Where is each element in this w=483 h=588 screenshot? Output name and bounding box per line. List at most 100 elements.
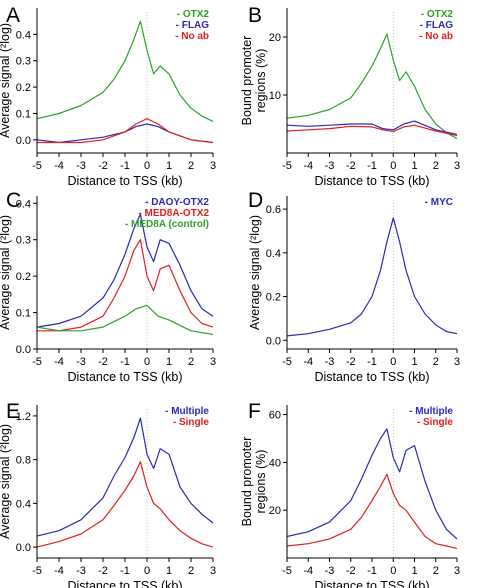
panel-c: C -5 -4 -3 -2 -1 0 1 2 3 0.0 0.1 0.2 0.3 0.4 Distance t… [0,189,216,384]
panel-label: E [6,400,20,423]
x-tick-label: -2 [98,356,108,368]
x-tick-label: 2 [188,565,194,577]
legend-entry: - MED8A (control) [125,219,209,230]
y-axis-label: Average signal (²log) [0,215,12,330]
x-axis-label: Distance to TSS (kb) [314,370,429,384]
y-tick-label: 0.0 [266,335,281,347]
x-tick-label: 1 [166,160,172,172]
x-tick-label: 0 [144,565,150,577]
legend-entry: - Multiple [165,406,209,417]
series-line-no-ab [37,118,214,144]
y-tick-label: 10 [269,90,281,102]
series-line-multiple [286,428,458,540]
x-tick-label: 3 [454,356,460,368]
y-axis-label: regions (%) [254,49,268,113]
x-tick-label: 0 [144,160,150,172]
legend-entry: - Single [173,417,210,428]
x-tick-label: -2 [346,160,356,172]
x-tick-label: -2 [98,565,108,577]
x-tick-label: 0 [144,356,150,368]
legend-entry: - MED8A-OTX2 [138,208,209,219]
x-tick-label: -5 [32,160,42,172]
x-tick-label: -3 [76,565,86,577]
panel-label: C [6,189,21,212]
x-tick-label: -5 [32,565,42,577]
legend-entry: - FLAG [420,20,454,31]
x-tick-label: 0 [390,356,396,368]
x-tick-label: 1 [166,356,172,368]
y-axis-label: Bound promoter [240,36,254,126]
x-tick-label: -2 [98,160,108,172]
x-tick-label: -4 [54,356,64,368]
y-tick-label: 0.4 [16,198,31,210]
series-line-no-ab [286,124,458,137]
panel-label: F [248,400,261,423]
series-line-single [36,461,214,548]
y-tick-label: 0.2 [266,292,281,304]
y-tick-label: 60 [269,410,281,422]
y-tick-label: 0.0 [16,542,31,554]
y-tick-label: 0.3 [16,235,31,247]
panel-label: D [248,189,263,212]
x-tick-label: -3 [325,160,335,172]
x-tick-label: -1 [120,356,130,368]
x-tick-label: -4 [303,565,313,577]
y-tick-label: 1.2 [16,411,31,423]
y-axis-label: Average signal (²log) [0,23,12,138]
x-tick-label: 1 [166,565,172,577]
x-axis-label: Distance to TSS (kb) [67,370,182,384]
x-tick-label: 0 [390,160,396,172]
legend-entry: - DAOY-OTX2 [145,197,209,208]
panel-f: F -5 -4 -3 -2 -1 0 1 2 3 20 40 60 Distance to TSS (kb… [240,400,460,588]
y-tick-label: 0.1 [16,108,31,120]
y-tick-label: 0.0 [16,344,31,356]
x-tick-label: -3 [325,565,335,577]
legend-entry: - Multiple [409,406,453,417]
series-line-otx2 [286,33,458,140]
x-tick-label: 2 [188,356,194,368]
x-tick-label: 2 [433,565,439,577]
panel-d: D -5 -4 -3 -2 -1 0 1 2 3 0.0 0.2 0.4 0.6 Distance to T… [248,189,460,384]
x-tick-label: 1 [411,565,417,577]
y-axis-label: regions (%) [254,450,268,514]
series-line-myc [286,217,458,337]
x-tick-label: -5 [282,356,292,368]
x-axis-label: Distance to TSS (kb) [314,579,429,588]
x-tick-label: -1 [367,565,377,577]
x-tick-label: 3 [454,565,460,577]
panel-b: B -5 -4 -3 -2 -1 0 1 2 3 10 20 Distance to TSS (kb) B… [240,4,460,188]
series-line-flag [36,123,214,144]
x-tick-label: 2 [188,160,194,172]
legend-entry: - No ab [175,31,209,42]
x-tick-label: -5 [282,160,292,172]
y-tick-label: 20 [269,505,281,517]
y-tick-label: 0.4 [266,248,281,260]
x-tick-label: -2 [346,565,356,577]
series-line-med8a-control [36,304,214,335]
legend-entry: - No ab [419,31,453,42]
x-tick-label: -1 [367,160,377,172]
x-tick-label: -4 [54,160,64,172]
series-line-multiple [36,417,214,537]
series-line-otx2 [36,20,214,122]
legend-entry: - FLAG [176,20,210,31]
x-tick-label: 1 [411,356,417,368]
x-tick-label: -3 [76,356,86,368]
panel-label: A [6,4,20,27]
x-tick-label: -1 [367,356,377,368]
series-line-daoy-otx2 [36,213,214,328]
y-tick-label: 20 [269,32,281,44]
x-tick-label: -3 [325,356,335,368]
x-tick-label: -4 [54,565,64,577]
y-tick-label: 0.3 [16,56,31,68]
y-tick-label: 0.0 [16,135,31,147]
x-tick-label: -3 [76,160,86,172]
x-tick-label: 2 [433,356,439,368]
x-axis-label: Distance to TSS (kb) [67,579,182,588]
x-axis-label: Distance to TSS (kb) [67,174,182,188]
y-tick-label: 0.8 [16,455,31,467]
x-tick-label: 3 [210,356,216,368]
legend-entry: - OTX2 [421,9,454,20]
